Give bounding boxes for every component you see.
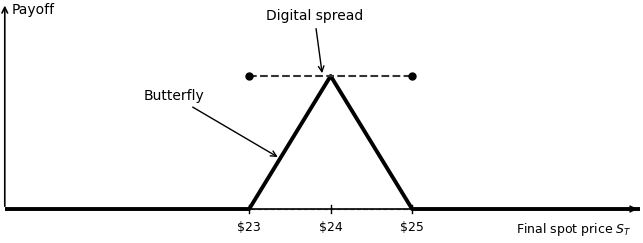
Text: Payoff: Payoff bbox=[12, 3, 55, 17]
Text: $25: $25 bbox=[400, 221, 424, 234]
Text: Butterfly: Butterfly bbox=[143, 89, 276, 156]
Text: Digital spread: Digital spread bbox=[266, 9, 363, 72]
Text: $23: $23 bbox=[237, 221, 261, 234]
Text: Final spot price $S_T$: Final spot price $S_T$ bbox=[516, 221, 632, 238]
Text: $24: $24 bbox=[319, 221, 343, 234]
